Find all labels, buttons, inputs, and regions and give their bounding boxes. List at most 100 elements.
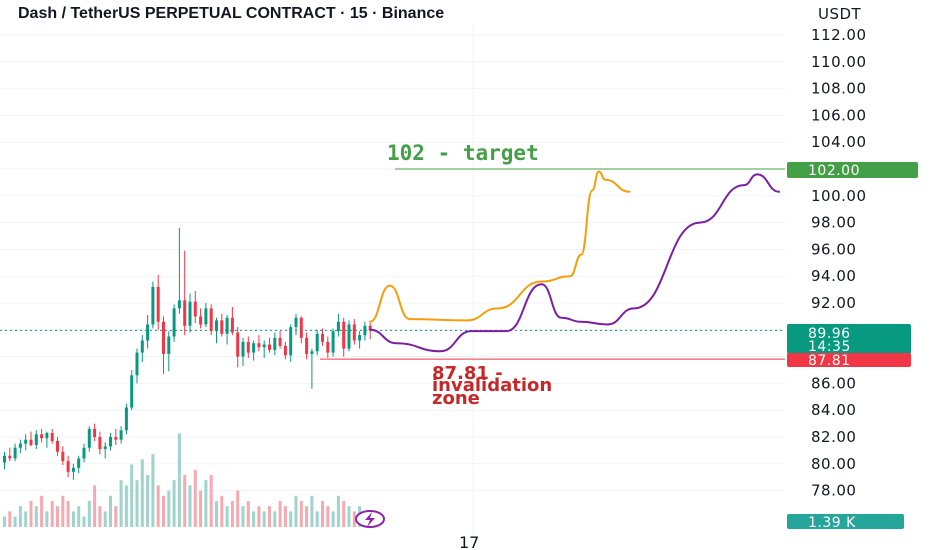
volume-bar	[29, 501, 33, 527]
candle-body	[135, 352, 139, 376]
candle-body	[45, 432, 49, 439]
candle-body	[278, 337, 282, 346]
candle-body	[77, 458, 81, 468]
volume-bar	[315, 511, 319, 527]
chart-title: Dash / TetherUS PERPETUAL CONTRACT · 15 …	[18, 5, 444, 22]
candle-body	[315, 333, 319, 352]
candle-body	[156, 286, 160, 322]
volume-bar	[82, 516, 86, 527]
y-tick-label: 104.00	[811, 133, 867, 151]
orange-projection-path	[369, 170, 631, 323]
volume-bar	[151, 454, 155, 527]
volume-bar	[278, 501, 282, 527]
candle-body	[209, 308, 213, 332]
volume-bar	[140, 459, 144, 527]
price-axis[interactable]: 112.00 110.00 108.00 106.00 104.00 102.00 100.…	[811, 26, 867, 500]
y-tick-label: 94.00	[811, 267, 856, 285]
volume-bar	[199, 490, 203, 527]
volume-bar	[162, 495, 165, 527]
invalidation-annotation-line1: 87.81 -	[432, 363, 503, 384]
candle-body	[321, 333, 324, 342]
candle-body	[347, 324, 351, 349]
candles	[3, 227, 372, 480]
volume-bar	[305, 506, 309, 527]
candle-body	[114, 437, 118, 440]
candle-body	[252, 343, 256, 353]
volume-bar	[40, 495, 44, 527]
volume-bar	[114, 506, 118, 527]
volume-bar	[336, 495, 340, 527]
volume-bar	[283, 506, 287, 527]
candle-body	[204, 308, 208, 325]
candle-body	[40, 434, 44, 439]
candle-body	[172, 308, 176, 337]
y-tick-label: 92.00	[811, 294, 856, 312]
volume-bar	[326, 506, 330, 527]
candle-body	[3, 455, 6, 463]
volume-bar	[98, 506, 102, 527]
projection-paths	[369, 170, 781, 353]
volume-bar	[183, 475, 187, 527]
volume-badge	[787, 514, 904, 529]
volume-bar	[93, 485, 97, 527]
volume-bar	[103, 511, 107, 527]
candle-body	[363, 325, 367, 336]
volume-bar	[352, 511, 356, 527]
candle-body	[50, 432, 54, 442]
candle-body	[199, 316, 203, 325]
candle-body	[151, 286, 155, 325]
candle-body	[93, 428, 97, 437]
volume-bar	[209, 475, 213, 527]
volume-bar	[146, 475, 150, 527]
candle-body	[66, 461, 70, 472]
candle-body	[326, 341, 330, 353]
candle-body	[246, 341, 250, 353]
candle-body	[29, 439, 33, 446]
volume-bar	[167, 490, 171, 527]
candle-body	[103, 446, 107, 450]
volume-bar	[294, 495, 298, 527]
candle-body	[294, 317, 298, 328]
volume-bar	[331, 511, 335, 527]
volume-bar	[204, 480, 208, 527]
y-tick-label: 82.00	[811, 428, 856, 446]
volume-bar	[24, 511, 28, 527]
candle-body	[13, 447, 17, 459]
y-tick-label: 112.00	[811, 26, 867, 44]
volume-bar	[18, 506, 22, 527]
volume-bar	[71, 511, 75, 527]
volume-bar	[347, 506, 351, 527]
volume-bar	[321, 501, 324, 527]
candle-body	[56, 441, 59, 452]
candle-body	[257, 343, 261, 348]
candle-body	[98, 437, 102, 450]
target-price-badge	[787, 162, 918, 178]
candle-body	[283, 345, 287, 356]
lightning-button[interactable]	[355, 510, 385, 528]
candle-body	[119, 430, 123, 440]
volume-bar	[220, 495, 224, 527]
candle-body	[273, 337, 277, 350]
candle-body	[109, 437, 112, 447]
candle-body	[305, 337, 309, 354]
candle-body	[368, 325, 372, 331]
volume-bar	[66, 501, 70, 527]
candle-body	[34, 434, 38, 446]
candle-body	[177, 300, 181, 309]
candle-body	[71, 467, 75, 472]
volume-bar	[230, 501, 234, 527]
y-tick-label: 106.00	[811, 106, 867, 124]
candle-body	[220, 320, 224, 334]
target-annotation: 102 - target	[387, 141, 539, 165]
current-price-badge	[787, 324, 911, 354]
volume-bar	[225, 506, 229, 527]
volume-bar	[13, 516, 17, 527]
volume-bar	[252, 511, 256, 527]
candle-body	[140, 340, 144, 353]
volume-bar	[50, 501, 54, 527]
y-tick-label: 96.00	[811, 240, 856, 258]
volume-bar	[3, 516, 6, 527]
y-tick-label: 84.00	[811, 401, 856, 419]
current-price-label: 89.96	[808, 326, 851, 342]
candle-body	[230, 317, 234, 333]
